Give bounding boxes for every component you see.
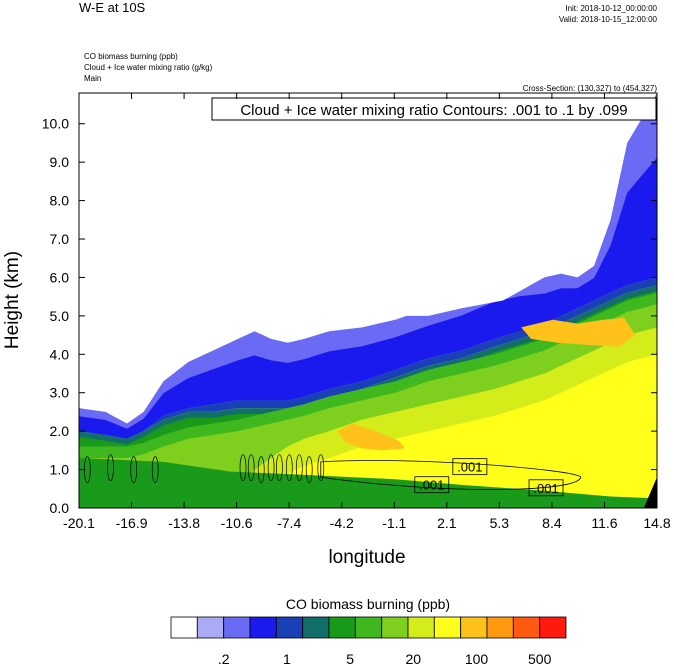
plot-area xyxy=(79,93,657,508)
colorbar-tick-label: 500 xyxy=(528,651,552,667)
contour-label-box xyxy=(452,458,488,476)
contour-label: .001 xyxy=(533,481,558,496)
contour-info-box xyxy=(211,97,657,121)
colorbar-tick-label: 100 xyxy=(465,651,489,667)
y-tick-label: 2.0 xyxy=(50,423,70,439)
colorbar: .2 1 5 20 100 500 xyxy=(170,616,567,667)
y-tick-label: 0.0 xyxy=(50,500,70,516)
cloud-contour-loop xyxy=(317,454,325,482)
colorbar-swatch xyxy=(249,616,277,639)
cloud-contours xyxy=(83,454,582,490)
x-tick-label: -10.6 xyxy=(221,515,253,531)
colorbar-tick-label: 20 xyxy=(406,651,422,667)
co-band-orange-upper xyxy=(521,317,636,347)
cloud-contour-loop xyxy=(257,456,265,483)
colorbar-swatch xyxy=(407,616,435,639)
figure-title: W-E at 10S xyxy=(79,0,146,15)
colorbar-swatch xyxy=(512,616,540,639)
colorbar-tick-label: 5 xyxy=(346,651,354,667)
co-band-orange xyxy=(337,423,406,451)
cloud-contour-loop xyxy=(107,454,114,482)
y-tick-label: 1.0 xyxy=(50,462,70,478)
cloud-contour-loop xyxy=(295,454,303,482)
cloud-contour-loop xyxy=(151,456,159,483)
x-axis-label: longitude xyxy=(328,547,405,568)
contour-label-box xyxy=(414,476,450,494)
field-label-cloud: Cloud + Ice water mixing ratio (g/kg) xyxy=(84,63,213,72)
colorbar-swatch xyxy=(196,616,225,639)
y-tick-label: 4.0 xyxy=(50,346,70,362)
y-tick-label: 10.0 xyxy=(42,116,69,132)
co-band-yellow xyxy=(79,354,657,508)
colorbar-swatch xyxy=(433,616,461,639)
cloud-contour-loop xyxy=(239,454,247,482)
cloud-contour-main xyxy=(320,460,582,490)
cloud-contour-loop xyxy=(285,454,293,482)
init-time: Init: 2018-10-12_00:00:00 xyxy=(565,4,657,13)
x-tick-label: -4.2 xyxy=(330,515,354,531)
cloud-contour-loop xyxy=(247,454,255,482)
colorbar-swatch xyxy=(302,616,330,639)
colorbar-swatch xyxy=(223,616,251,639)
co-band-darkblue xyxy=(79,157,657,439)
colorbar-tick-label: .2 xyxy=(218,651,230,667)
cloud-contour-loop xyxy=(130,456,138,483)
x-tick-label: 5.3 xyxy=(490,515,510,531)
colorbar-tick-label: 1 xyxy=(283,651,291,667)
x-tick-label: -7.4 xyxy=(277,515,301,531)
cloud-contour-loop xyxy=(305,456,313,483)
y-tick-label: 6.0 xyxy=(50,269,70,285)
y-tick-label: 9.0 xyxy=(50,154,70,170)
contour-label-box xyxy=(528,479,564,497)
colorbar-swatch xyxy=(170,616,198,639)
y-tick-label: 5.0 xyxy=(50,308,70,324)
plot-frame xyxy=(78,92,658,509)
x-tick-label: -1.1 xyxy=(382,515,406,531)
cross-section-label: Cross-Section: (130,327) to (454,327) xyxy=(523,84,658,93)
y-tick-label: 3.0 xyxy=(50,385,70,401)
cloud-contour-loop xyxy=(267,454,275,482)
contour-label: .001 xyxy=(419,478,444,493)
valid-time: Valid: 2018-10-15_12:00:00 xyxy=(559,15,658,24)
co-fill-layers xyxy=(79,93,657,508)
colorbar-title: CO biomass burning (ppb) xyxy=(286,596,450,612)
contour-label: .001 xyxy=(457,460,482,475)
colorbar-swatch xyxy=(328,616,356,639)
x-tick-label: -20.1 xyxy=(63,515,95,531)
y-tick-label: 8.0 xyxy=(50,193,70,209)
field-label-co: CO biomass burning (ppb) xyxy=(84,52,178,61)
y-tick-label: 7.0 xyxy=(50,231,70,247)
contour-label-layer: .001 .001 .001 xyxy=(414,458,564,497)
colorbar-swatch xyxy=(275,616,303,639)
field-label-main: Main xyxy=(84,74,101,83)
terrain xyxy=(643,477,657,508)
x-tick-label: -16.9 xyxy=(116,515,148,531)
contour-info-label: Cloud + Ice water mixing ratio Contours:… xyxy=(240,102,627,119)
co-band-blue xyxy=(79,93,657,439)
colorbar-swatch xyxy=(381,616,409,639)
colorbar-swatch xyxy=(486,616,514,639)
x-tick-label: -13.8 xyxy=(168,515,200,531)
x-tick-label: 14.8 xyxy=(643,515,670,531)
colorbar-swatch xyxy=(539,616,567,639)
axes: -20.1 -16.9 -13.8 -10.6 -7.4 -4.2 -1.1 2.1 5.3 8.… xyxy=(42,93,671,531)
cloud-contour-loop xyxy=(276,454,283,482)
clear-air-region xyxy=(315,93,545,316)
x-tick-label: 11.6 xyxy=(591,515,617,531)
x-tick-label: 8.4 xyxy=(542,515,562,531)
y-axis-label: Height (km) xyxy=(2,251,23,349)
x-tick-label: 2.1 xyxy=(437,515,457,531)
colorbar-swatch xyxy=(354,616,382,639)
colorbar-swatch xyxy=(460,616,488,639)
